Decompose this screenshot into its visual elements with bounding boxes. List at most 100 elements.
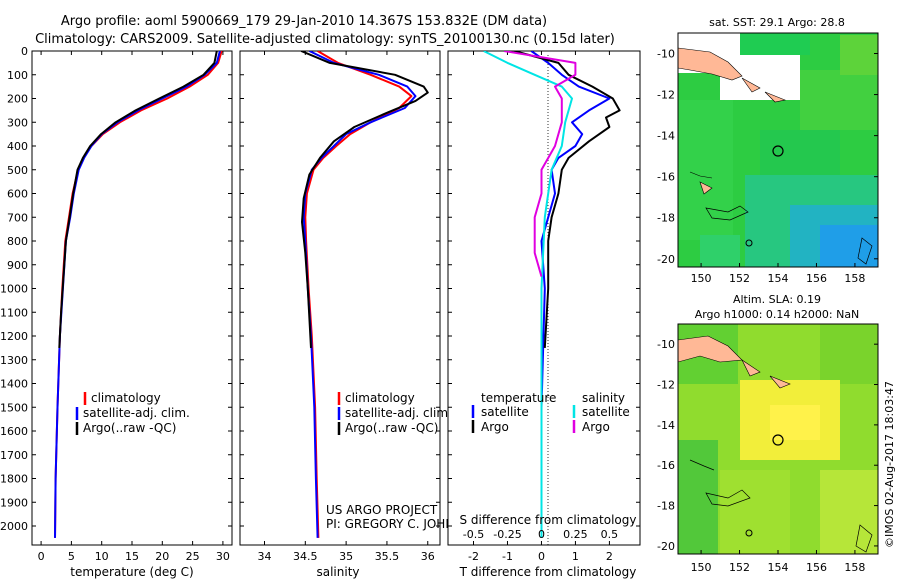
sla-map-title: Altim. SLA: 0.19: [733, 293, 821, 306]
lon-tick-label: 156: [806, 272, 827, 285]
legend-t-argo-label: Argo: [481, 420, 509, 434]
salinity-panel: 34 34.5 35 35.5 36 salinity climatology sate…: [239, 50, 480, 579]
depth-tick-label: 1800: [0, 473, 28, 486]
lon-tick-label: 154: [768, 272, 789, 285]
temperature-x-tick-labels: 0 5 10 15 20 25 30: [38, 550, 230, 563]
series-s-argo-line: [503, 51, 577, 277]
figure-title-line1: Argo profile: aoml 5900669_179 29-Jan-20…: [61, 14, 547, 29]
depth-tick-label: 600: [7, 188, 28, 201]
lat-tick-label: -14: [657, 419, 675, 432]
lat-tick-label: -16: [657, 459, 675, 472]
lon-tick-label: 150: [691, 561, 712, 574]
difference-ticks: [448, 50, 640, 545]
lat-tick-label: -20: [657, 540, 675, 553]
lat-tick-label: -16: [657, 171, 675, 184]
sst-map: sat. SST: 29.1 Argo: 28.8 150 152 154 156 15…: [657, 16, 879, 285]
project-name: US ARGO PROJECT: [326, 503, 438, 517]
legend-satellite-label: satellite-adj. clim.: [345, 406, 452, 420]
figure-title-line2: Climatology: CARS2009. Satellite-adjuste…: [35, 32, 615, 47]
x-tick-label: 0: [38, 550, 45, 563]
depth-tick-label: 1600: [0, 425, 28, 438]
imos-watermark: ©IMOS 02-Aug-2017 18:03:47: [883, 381, 896, 548]
difference-panel: -2 -1 0 1 2 -0.5 -0.25 0 0.25 0.5 S difference f…: [447, 50, 641, 579]
x-tick-label: 10: [95, 550, 109, 563]
lat-tick-label: -18: [657, 212, 675, 225]
sst-map-ticks: 150 152 154 156 158 -10 -12 -14 -16 -18 -20: [657, 48, 878, 285]
legend-argo-label: Argo(..raw -QC): [83, 421, 176, 435]
legend-temperature-heading: temperature: [481, 391, 556, 405]
depth-tick-label: 1100: [0, 306, 28, 319]
sla-map-subtitle: Argo h1000: 0.14 h2000: NaN: [695, 308, 860, 321]
x-tick-label: 36: [421, 550, 435, 563]
salinity-ticks: [240, 50, 440, 545]
sla-map-ticks: 150 152 154 156 158 -10 -12 -14 -16 -18 -20: [657, 338, 878, 574]
depth-tick-label: 1300: [0, 354, 28, 367]
temperature-x-label: temperature (deg C): [70, 565, 193, 579]
x-tick-label: 30: [216, 550, 230, 563]
x-tick-label: 1: [572, 550, 579, 563]
lat-tick-label: -14: [657, 130, 675, 143]
depth-tick-label: 1200: [0, 330, 28, 343]
lon-tick-label: 152: [729, 561, 750, 574]
temperature-legend: climatology satellite-adj. clim. Argo(..…: [75, 391, 190, 435]
difference-legend: temperature satellite Argo salinity sate…: [471, 391, 630, 434]
lon-tick-label: 152: [729, 272, 750, 285]
salinity-x-label: salinity: [316, 565, 359, 579]
lon-tick-label: 158: [844, 272, 865, 285]
lon-tick-label: 154: [768, 561, 789, 574]
x-tick-label: 2: [606, 550, 613, 563]
lon-tick-label: 156: [806, 561, 827, 574]
x-tick-label: 34: [257, 550, 271, 563]
lat-tick-label: -12: [657, 379, 675, 392]
x-tick-label: 20: [155, 550, 169, 563]
legend-s-satellite-label: satellite: [582, 405, 630, 419]
lat-tick-label: -20: [657, 253, 675, 266]
series-t-argo-line: [514, 51, 621, 348]
project-pi: PI: GREGORY C. JOHNSON: [326, 517, 480, 531]
t-difference-tick-labels: -2 -1 0 1 2: [468, 550, 613, 563]
depth-tick-label: 0: [21, 45, 28, 58]
x-tick-label: 34.5: [293, 550, 318, 563]
x-tick-label: -2: [468, 550, 479, 563]
depth-tick-label: 700: [7, 211, 28, 224]
series-argo-line: [300, 51, 429, 348]
sst-map-field: [678, 33, 878, 267]
x-tick-label: 35.5: [375, 550, 400, 563]
depth-tick-label: 1500: [0, 401, 28, 414]
argo-float-marker: [772, 145, 784, 157]
depth-tick-label: 1900: [0, 496, 28, 509]
s-difference-tick-labels: -0.5 -0.25 0 0.25 0.5: [463, 528, 618, 541]
legend-salinity-heading: salinity: [582, 391, 625, 405]
depth-tick-label: 1700: [0, 449, 28, 462]
lat-tick-label: -10: [657, 338, 675, 351]
lat-tick-label: -10: [657, 48, 675, 61]
s-diff-tick-label: 0.5: [601, 528, 619, 541]
lat-tick-label: -18: [657, 500, 675, 513]
x-tick-label: 0: [538, 550, 545, 563]
depth-tick-label: 100: [7, 69, 28, 82]
depth-tick-label: 1000: [0, 283, 28, 296]
legend-s-argo-label: Argo: [582, 420, 610, 434]
temperature-ticks: [32, 50, 232, 545]
s-diff-tick-label: 0.25: [563, 528, 588, 541]
series-argo-line: [58, 51, 218, 348]
legend-satellite-label: satellite-adj. clim.: [83, 406, 190, 420]
legend-argo-label: Argo(..raw -QC): [345, 421, 438, 435]
sla-map-field: [678, 324, 878, 554]
difference-profile-lines: [483, 51, 621, 538]
depth-tick-labels: 0 100 200 300 400 500 600 700 800 900 1000 1100 1200…: [0, 45, 28, 533]
depth-tick-label: 2000: [0, 520, 28, 533]
lat-tick-label: -12: [657, 89, 675, 102]
x-tick-label: 35: [339, 550, 353, 563]
lon-tick-label: 150: [691, 272, 712, 285]
series-s-satellite-line: [483, 51, 573, 538]
x-tick-label: 25: [186, 550, 200, 563]
temperature-axes-frame: [31, 50, 233, 546]
depth-tick-label: 300: [7, 116, 28, 129]
legend-t-satellite-label: satellite: [481, 405, 529, 419]
temperature-panel: 0100200300400500600700800900100011001200…: [0, 45, 233, 579]
argo-float-marker: [772, 434, 784, 446]
depth-tick-label: 400: [7, 140, 28, 153]
salinity-x-tick-labels: 34 34.5 35 35.5 36: [257, 550, 434, 563]
